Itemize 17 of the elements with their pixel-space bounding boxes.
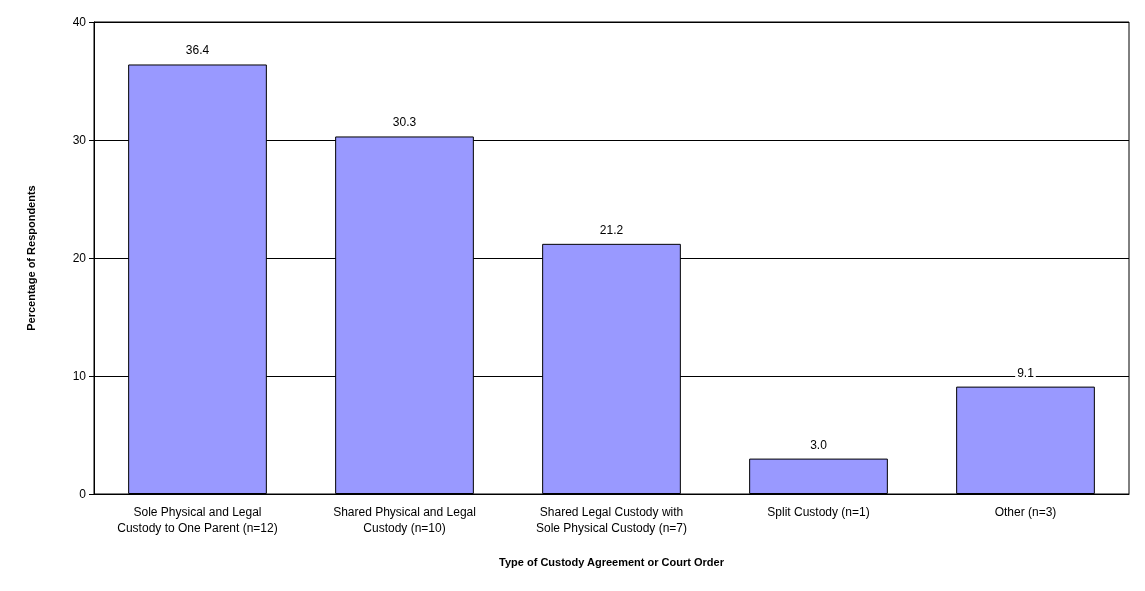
y-tick-label: 30: [72, 133, 87, 147]
data-label: 36.4: [185, 43, 210, 58]
data-label: 21.2: [599, 222, 624, 237]
data-label: 9.1: [1017, 365, 1035, 380]
y-tick-label: 40: [72, 15, 87, 29]
y-tick-label: 20: [72, 251, 87, 265]
x-tick-label: Split Custody (n=1): [767, 505, 870, 519]
data-label: 30.3: [392, 115, 417, 130]
y-axis-title: Percentage of Respondents: [24, 185, 37, 331]
y-tick-label: 0: [79, 487, 87, 501]
x-tick-label: Shared Physical and Legal Custody (n=10): [333, 505, 476, 535]
x-tick-label: Sole Physical and Legal Custody to One Parent (n=12): [117, 505, 278, 535]
data-label: 3.0: [810, 437, 828, 452]
y-tick-label: 10: [72, 369, 87, 383]
x-axis-title: Type of Custody Agreement or Court Order: [499, 555, 725, 568]
x-tick-label: Other (n=3): [994, 505, 1057, 519]
x-tick-label: Shared Legal Custody with Sole Physical Custody (n=7): [535, 505, 688, 535]
